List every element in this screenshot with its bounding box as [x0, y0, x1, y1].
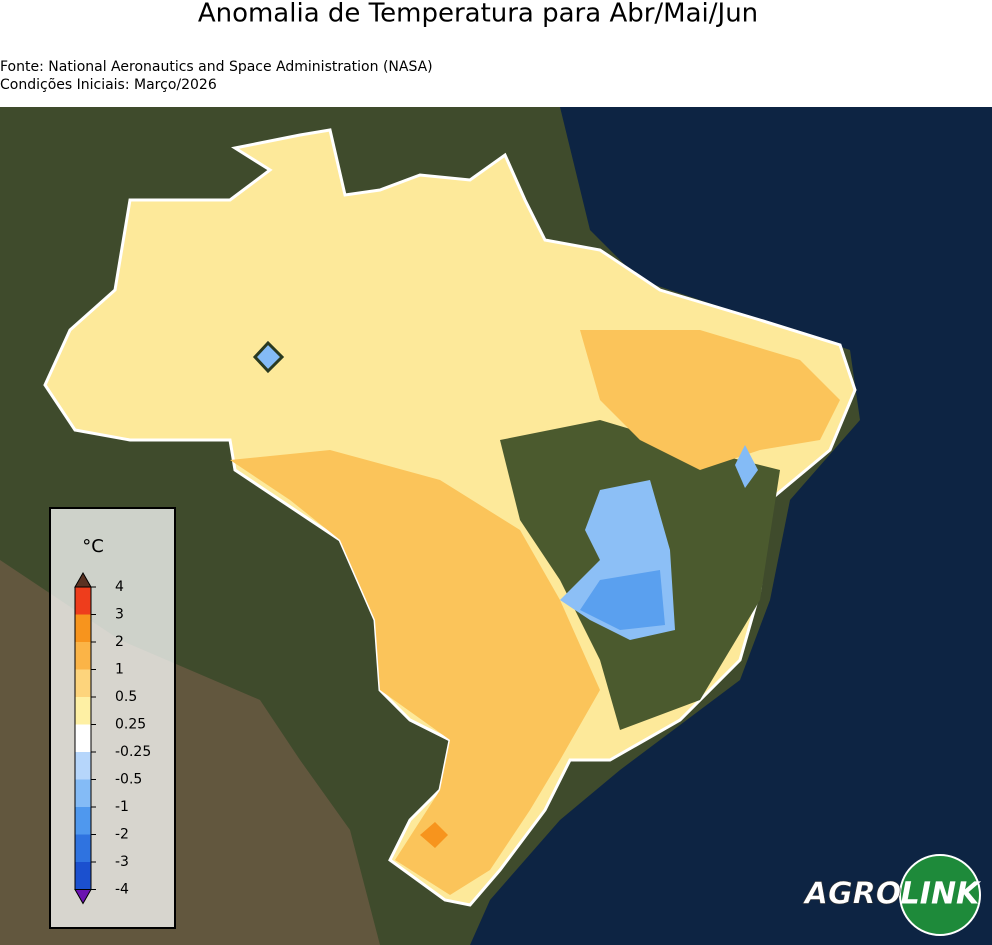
- colorbar-segment: [75, 642, 91, 670]
- colorbar-tick-label: -1: [115, 799, 129, 815]
- colorbar-segment: [75, 752, 91, 780]
- colorbar-segment: [75, 614, 91, 642]
- colorbar-tick-label: 0.5: [115, 689, 137, 705]
- cool-spot: [735, 445, 758, 488]
- colorbar: °C 4 3 2 1 0.5 0.25 -0.25 -0.5 -1 -2 -3 -4: [49, 507, 176, 929]
- colorbar-tick-label: -3: [115, 854, 129, 870]
- colorbar-bar: 4 3 2 1 0.5 0.25 -0.25 -0.5 -1 -2 -3 -4: [74, 571, 151, 905]
- title: Anomalia de Temperatura para Abr/Mai/Jun: [198, 0, 758, 29]
- colorbar-outline: [74, 586, 92, 890]
- colorbar-tick-label: 4: [115, 579, 124, 595]
- colorbar-tick-label: -0.25: [115, 744, 151, 760]
- colorbar-tick-label: 3: [115, 607, 124, 623]
- colorbar-segment: [75, 779, 91, 807]
- warm-spot: [420, 822, 448, 848]
- colorbar-tick-label: -0.5: [115, 772, 142, 788]
- initial-conditions: Condições Iniciais: Março/2026: [0, 77, 217, 93]
- colorbar-tick-label: -2: [115, 827, 129, 843]
- legend-box: [49, 507, 176, 929]
- cool-region: [580, 570, 665, 630]
- legend-unit: °C: [82, 536, 104, 557]
- logo: AGRO LINK: [802, 854, 982, 936]
- source: Fonte: National Aeronautics and Space Ad…: [0, 59, 433, 75]
- colorbar-segment: [75, 697, 91, 725]
- colorbar-segment: [75, 834, 91, 862]
- logo-left: AGRO: [803, 877, 901, 912]
- colorbar-segment: [75, 724, 91, 752]
- logo-right: LINK: [901, 877, 982, 912]
- colorbar-tick-label: 0.25: [115, 717, 146, 733]
- colorbar-segment: [75, 807, 91, 835]
- colorbar-segment: [75, 862, 91, 890]
- logo-circle: [899, 854, 981, 936]
- colorbar-tick-label: -4: [115, 882, 129, 898]
- warm-region: [580, 330, 840, 470]
- cool-spot: [252, 340, 285, 374]
- colorbar-segment: [75, 587, 91, 615]
- colorbar-segment: [75, 669, 91, 697]
- warm-region: [230, 450, 600, 895]
- colorbar-tick-label: 2: [115, 634, 124, 650]
- colorbar-tick-label: 1: [115, 662, 124, 678]
